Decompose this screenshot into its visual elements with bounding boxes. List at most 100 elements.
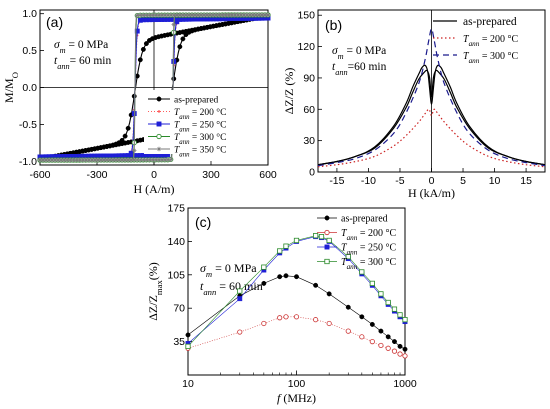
panel-a-series-4-point-d2 [62,158,67,162]
panel-a-series-4-point-d2 [238,13,243,17]
panel-c-ytick-label: 175 [167,203,185,215]
panel-b-xtick-label: 10 [489,175,501,187]
panel-a-series-4-point-d2 [178,13,182,17]
panel-a-series-4-point-d2 [86,158,91,162]
panel-a-series-4-point [147,12,152,18]
panel-a-series-4-point-d2 [89,158,94,162]
panel-a-series-4-point-d2 [196,13,200,17]
panel-a-series-4-point [235,12,240,18]
panel-a-series-4-point [229,12,234,18]
panel-b-legend-label-1: Tann = 200 °C [463,34,518,48]
panel-c-series-1-line [187,316,406,357]
panel-c-ytick-label: 35 [173,336,185,348]
panel-a-series-4-point [89,157,94,163]
panel-a-series-0-point [177,44,183,50]
panel-a-series-4-point-d2 [99,158,103,162]
panel-c-series-1-point [402,353,408,359]
panel-b-xtick-label: 5 [460,175,466,187]
panel-b-annotation-0: σm = 0 MPa [332,45,386,61]
panel-c-xlabel: f (MHz) [277,391,316,405]
panel-a-series-2-point [134,28,140,34]
panel-a-series-4-point-d2 [251,13,255,17]
panel-a-series-4-point-d2 [80,158,85,162]
panel-a-series-4-point-d2 [132,158,136,162]
panel-b-ytick-label: 0 [309,167,315,179]
panel-a-series-4-point-d2 [150,13,155,17]
panel-a-panel-label: (a) [46,14,63,30]
panel-a-annotation-1: tann= 60 min [54,55,111,71]
panel-c-series-3-point [277,248,283,254]
panel-a-series-4-point-d2 [254,13,258,17]
panel-a-series-4-point-d2 [168,13,173,17]
panel-a-series-4-point [165,12,170,18]
panel-c-series-3-point [293,237,300,244]
panel-a-series-4-point-d2 [223,13,228,17]
panel-a-series-4-point-d2 [263,13,267,17]
panel-a-xtick-label: 300 [202,169,220,181]
panel-c-series-0-point [359,314,365,320]
panel-b-xlabel: H (kA/m) [408,186,455,200]
panel-c-series-0-point [345,304,351,310]
panel-c-series-2-point [237,296,243,302]
panel-a-series-0-point [119,137,125,143]
panel-c-series-3-point [385,299,391,306]
panel-c-series-1-point [313,317,319,323]
panel-a-series-4-point-d2 [168,158,173,162]
panel-c-series-1 [185,314,408,359]
panel-a-xtick-label: -600 [29,169,50,181]
panel-a-series-4-point-d2 [220,13,225,17]
panel-a-xtick-label: 0 [151,169,157,181]
panel-a-series-4-point-d2 [187,13,191,17]
panel-c-legend-label-0: as-prepared [341,214,388,225]
panel-a-series-4-point-d2 [141,158,146,162]
panel-c-series-0-point [185,332,191,338]
panel-b-ytick-label: 120 [297,41,315,53]
panel-a-legend-bg [144,90,264,154]
panel-a-series-4-point [144,12,149,18]
panel-a-series-4-point [129,157,134,163]
panel-a-legend-label-0: as-prepared [174,96,219,106]
panel-a-series-4-point-d2 [162,13,167,17]
panel-a-series-4-point-d2 [159,13,164,17]
panel-c-series-1-point [326,320,332,327]
panel-c-series-0-point [283,273,289,279]
panel-a-series-4-point [256,12,262,18]
panel-c-series-3-point [359,269,365,275]
panel-a-series-4-point [171,12,176,18]
panel-a-series-4-point-d2 [129,158,133,162]
panel-a-series-4-point-d2 [117,158,121,162]
panel-c-series-1-point [391,348,398,354]
panel-b-ytick-label: 60 [303,104,315,116]
panel-a-series-4-point-d2 [144,158,149,162]
panel-b-panel-label: (b) [325,17,342,33]
panel-a-series-4-point [153,157,158,163]
panel-a-legend-marker-0 [156,96,162,102]
panel-c-impedance-frequency-chart: 10 100 1000 35 70 105 140 175 f (MHz) ΔZ/Zmax(%) (… [146,203,417,406]
panel-a-series-4-point-d2 [181,13,185,17]
panel-a-series-4-point-d2 [74,158,79,162]
panel-c-series-0-point [277,274,283,280]
panel-a-xtick-label: 600 [259,169,277,181]
panel-a-series-4-point-d2 [114,158,118,162]
panel-a-series-4-point [37,157,43,163]
panel-a-ylabel: M/MO [2,72,20,103]
panel-b-xtick-label: 0 [429,175,435,187]
panel-a-series-4-point-d2 [47,158,51,162]
panel-a-series-4-point-d2 [153,13,158,17]
panel-b-xtick-label: -5 [395,175,404,187]
panel-a-series-4-point [214,12,219,18]
panel-a-series-4-point [68,157,73,163]
panel-a-legend-label-3: Tann = 300 °C [174,132,226,146]
panel-a-series-4-point-d2 [184,13,188,17]
panel-c-series-3-point [391,306,398,312]
panel-b-series-2 [317,108,546,168]
panel-c-series-0-point [313,282,319,288]
panel-c-xtick-label: 100 [288,378,306,390]
panel-a-series-0-point [140,46,146,52]
panel-a-series-4-point-d2 [172,22,176,27]
panel-b-ytick-label: 90 [303,72,315,84]
panel-c-series-1-point [378,342,384,349]
panel-c-series-0 [185,273,408,352]
panel-c-series-1-point [237,329,243,335]
